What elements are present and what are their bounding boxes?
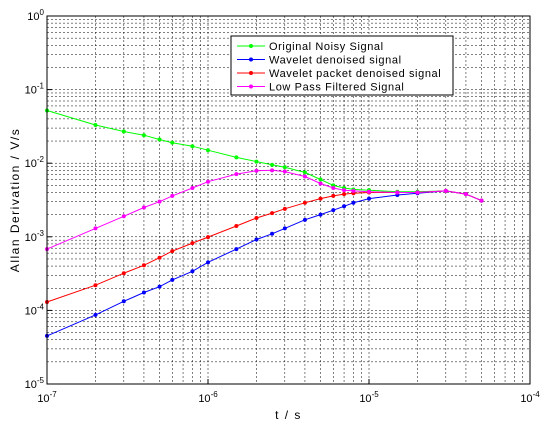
data-point	[270, 168, 275, 173]
y-tick-label: 10-1	[25, 82, 45, 97]
data-point	[141, 263, 146, 268]
data-point	[157, 284, 162, 289]
data-point	[302, 170, 307, 175]
data-point	[282, 206, 287, 211]
data-point	[342, 204, 347, 209]
data-point	[170, 277, 175, 282]
data-point	[351, 200, 356, 205]
data-point	[282, 165, 287, 170]
data-point	[254, 216, 259, 221]
data-point	[318, 212, 323, 217]
x-tick-label: 10-6	[198, 390, 218, 405]
data-point	[318, 177, 323, 182]
data-point	[282, 226, 287, 231]
x-tick-label: 10-7	[37, 390, 57, 405]
legend-entry-label: Original Noisy Signal	[269, 41, 384, 53]
data-point	[254, 159, 259, 164]
data-point	[121, 271, 126, 276]
data-point	[121, 299, 126, 304]
y-tick-label: 10-4	[25, 302, 45, 317]
legend-entry-label: Low Pass Filtered Signal	[269, 82, 404, 94]
data-point	[302, 217, 307, 222]
data-point	[367, 196, 371, 201]
tick-labels: 10-7 10-6 10-5 10-4 10-5 10-4 10-3 10-2 10-1 100	[25, 8, 541, 405]
data-point	[170, 193, 175, 198]
series-group	[45, 108, 484, 338]
legend-swatch-marker	[249, 57, 253, 62]
data-point	[443, 188, 448, 193]
data-point	[351, 188, 356, 193]
data-point	[121, 129, 126, 134]
data-point	[479, 198, 484, 203]
x-tick-label: 10-5	[359, 390, 379, 405]
data-point	[270, 231, 275, 236]
data-point	[234, 172, 239, 177]
data-point	[367, 189, 371, 194]
legend-swatch-marker	[249, 84, 253, 89]
data-point	[302, 174, 307, 179]
y-tick-label: 10-2	[25, 155, 45, 170]
x-tick-label: 10-4	[520, 390, 540, 405]
data-point	[342, 188, 347, 193]
y-tick-label: 10-3	[25, 229, 45, 244]
data-point	[93, 226, 98, 231]
data-point	[190, 269, 195, 274]
data-point	[190, 186, 195, 191]
x-axis-label: t / s	[275, 408, 302, 422]
data-point	[318, 181, 323, 186]
data-point	[331, 208, 336, 213]
data-point	[170, 249, 175, 254]
data-point	[282, 169, 287, 174]
data-point	[157, 199, 162, 204]
data-point	[463, 192, 468, 197]
data-point	[121, 214, 126, 219]
data-point	[415, 190, 420, 195]
legend-entry-label: Wavelet denoised signal	[269, 55, 402, 67]
data-point	[270, 211, 275, 216]
data-point	[206, 148, 210, 153]
data-point	[254, 168, 259, 173]
data-point	[141, 133, 146, 138]
data-point	[190, 241, 195, 246]
data-point	[270, 162, 275, 167]
y-axis-label: Allan Derivation / V/s	[8, 128, 22, 272]
data-point	[234, 155, 239, 160]
data-point	[206, 179, 210, 184]
data-point	[234, 247, 239, 252]
data-point	[395, 190, 400, 195]
data-point	[157, 137, 162, 142]
data-point	[331, 186, 336, 191]
data-point	[93, 283, 98, 288]
legend-swatch-marker	[249, 44, 253, 48]
data-point	[93, 312, 98, 317]
y-tick-label: 100	[27, 8, 44, 23]
data-point	[234, 224, 239, 229]
data-point	[342, 192, 347, 197]
data-point	[157, 255, 162, 260]
legend-swatch-marker	[249, 71, 253, 75]
data-point	[170, 140, 175, 145]
plot-frame	[46, 15, 531, 385]
legend-box	[230, 35, 454, 96]
legend: Original Noisy Signal Wavelet denoised si…	[230, 35, 454, 96]
data-point	[190, 144, 195, 149]
y-tick-label: 10-5	[25, 376, 45, 391]
data-point	[254, 237, 259, 242]
data-point	[206, 235, 210, 240]
data-point	[302, 200, 307, 205]
legend-entry-label: Wavelet packet denoised signal	[269, 68, 441, 80]
data-point	[318, 196, 323, 201]
data-point	[331, 193, 336, 198]
data-point	[141, 290, 146, 295]
data-point	[93, 123, 98, 128]
data-point	[141, 205, 146, 210]
data-point	[206, 260, 210, 265]
